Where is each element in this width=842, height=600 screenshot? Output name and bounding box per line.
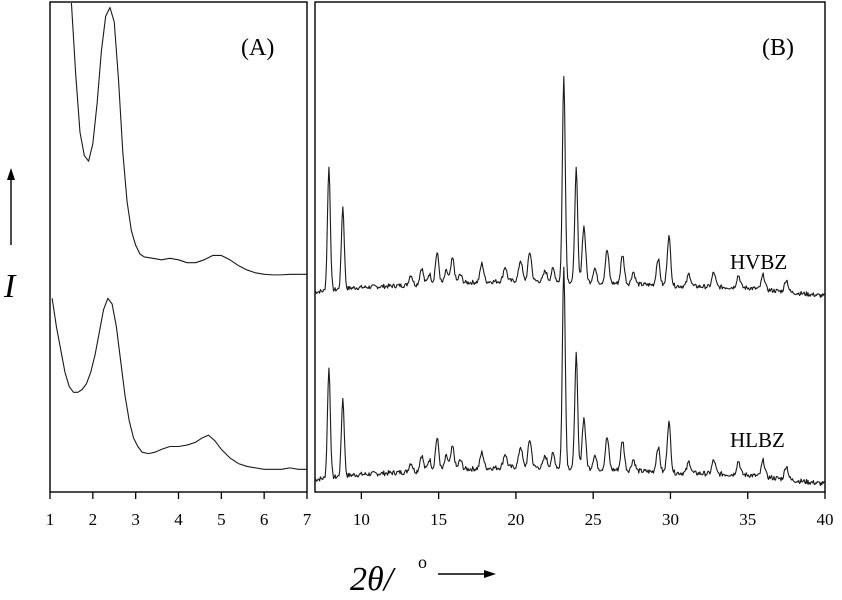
panel-a-plot-area	[51, 2, 307, 470]
panel-b-tick-label-40: 40	[817, 510, 834, 529]
panel-b-tick-label-35: 35	[739, 510, 756, 529]
panel-b-x-axis: 10 15 20 25 30 35 40	[353, 492, 834, 529]
y-axis-arrow	[7, 168, 15, 245]
series-label-hvbz: HVBZ	[730, 250, 787, 274]
panel-a-frame	[49, 1, 308, 493]
panel-b-tick-label-30: 30	[662, 510, 679, 529]
panel-b-tick-label-25: 25	[585, 510, 602, 529]
panel-b-plot-area	[314, 75, 826, 487]
panel-b-series-lower-hlbz	[314, 266, 826, 487]
x-axis-title-text: 2θ/	[350, 561, 397, 598]
y-axis-label: I	[3, 268, 17, 305]
panel-b-series-upper-hvbz	[314, 75, 826, 298]
panel-a-tick-label-4: 4	[174, 510, 183, 529]
panel-b-label: (B)	[762, 35, 794, 61]
panel-a-label: (A)	[241, 35, 274, 61]
panel-b-frame	[314, 1, 826, 493]
panel-a-tick-label-1: 1	[46, 510, 55, 529]
panel-b-tick-label-10: 10	[353, 510, 370, 529]
panel-a-series-upper	[70, 2, 307, 276]
panel-a-tick-label-3: 3	[131, 510, 140, 529]
x-axis-degree-symbol: o	[418, 552, 427, 572]
panel-a-x-axis: 1 2 3 4 5 6 7	[46, 492, 312, 529]
panel-a-tick-label-7: 7	[303, 510, 312, 529]
panel-a-tick-label-5: 5	[217, 510, 226, 529]
panel-b-tick-label-20: 20	[507, 510, 524, 529]
x-axis-title: 2θ/ o	[350, 552, 496, 598]
panel-a-series-lower	[51, 297, 307, 470]
series-label-hlbz: HLBZ	[730, 428, 785, 452]
x-axis-arrow-head	[484, 570, 496, 578]
panel-a-tick-label-2: 2	[89, 510, 98, 529]
panel-b-tick-label-15: 15	[430, 510, 447, 529]
panel-a-tick-label-6: 6	[260, 510, 269, 529]
